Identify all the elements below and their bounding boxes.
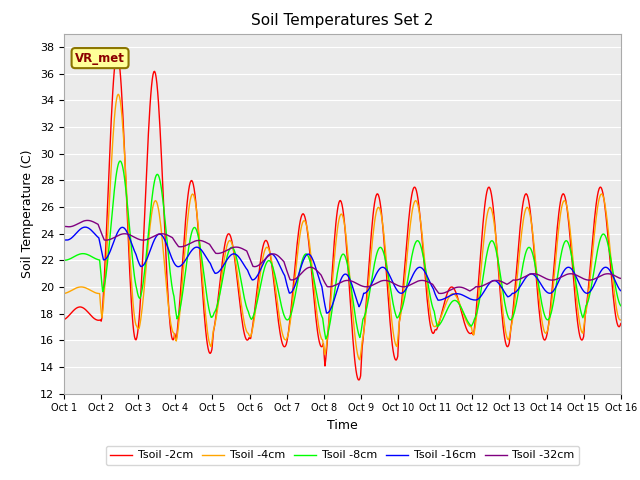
Tsoil -16cm [214, 269, 222, 275]
Tsoil -32cm [617, 276, 625, 281]
Tsoil -16cm [617, 288, 625, 294]
Tsoil -4cm [428, 319, 436, 324]
Tsoil -2cm [412, 185, 419, 191]
Tsoil -8cm [60, 257, 68, 263]
Tsoil -8cm [412, 240, 419, 245]
Tsoil -16cm [128, 242, 136, 248]
Tsoil -32cm [436, 290, 444, 296]
Title: Soil Temperatures Set 2: Soil Temperatures Set 2 [252, 13, 433, 28]
Tsoil -4cm [214, 302, 222, 308]
Tsoil -32cm [185, 241, 193, 247]
Tsoil -32cm [83, 217, 91, 223]
Tsoil -2cm [214, 296, 222, 301]
Tsoil -2cm [128, 312, 136, 317]
Tsoil -2cm [355, 377, 363, 383]
Tsoil -4cm [128, 288, 136, 294]
Tsoil -16cm [70, 233, 78, 239]
Tsoil -8cm [617, 303, 625, 309]
Tsoil -2cm [185, 187, 193, 193]
Y-axis label: Soil Temperature (C): Soil Temperature (C) [22, 149, 35, 278]
Tsoil -32cm [411, 280, 419, 286]
Tsoil -16cm [60, 237, 68, 243]
Tsoil -32cm [60, 224, 68, 229]
Tsoil -8cm [116, 158, 124, 164]
Tsoil -32cm [214, 251, 222, 256]
Tsoil -32cm [428, 281, 435, 287]
Line: Tsoil -16cm: Tsoil -16cm [64, 227, 621, 313]
Tsoil -8cm [70, 254, 78, 260]
Tsoil -4cm [617, 317, 625, 323]
Tsoil -2cm [428, 329, 436, 335]
Tsoil -4cm [356, 357, 364, 363]
Line: Tsoil -32cm: Tsoil -32cm [64, 220, 621, 293]
Line: Tsoil -4cm: Tsoil -4cm [64, 94, 621, 360]
Tsoil -16cm [185, 252, 193, 258]
Tsoil -4cm [412, 198, 419, 204]
Tsoil -16cm [412, 267, 419, 273]
Tsoil -2cm [617, 321, 625, 326]
Tsoil -2cm [113, 51, 121, 57]
Tsoil -2cm [70, 307, 78, 313]
Tsoil -4cm [185, 207, 193, 213]
Tsoil -32cm [128, 233, 136, 239]
Tsoil -8cm [128, 253, 136, 259]
Tsoil -4cm [70, 286, 78, 292]
X-axis label: Time: Time [327, 419, 358, 432]
Tsoil -8cm [428, 301, 436, 307]
Tsoil -8cm [214, 299, 222, 305]
Tsoil -16cm [81, 224, 89, 230]
Tsoil -32cm [70, 223, 78, 228]
Line: Tsoil -2cm: Tsoil -2cm [64, 54, 621, 380]
Tsoil -8cm [322, 336, 330, 342]
Tsoil -4cm [115, 91, 122, 97]
Tsoil -16cm [323, 310, 330, 316]
Tsoil -8cm [185, 245, 193, 251]
Line: Tsoil -8cm: Tsoil -8cm [64, 161, 621, 339]
Tsoil -2cm [60, 317, 68, 323]
Text: VR_met: VR_met [75, 51, 125, 65]
Tsoil -16cm [428, 283, 436, 289]
Legend: Tsoil -2cm, Tsoil -4cm, Tsoil -8cm, Tsoil -16cm, Tsoil -32cm: Tsoil -2cm, Tsoil -4cm, Tsoil -8cm, Tsoi… [106, 446, 579, 465]
Tsoil -4cm [60, 290, 68, 296]
